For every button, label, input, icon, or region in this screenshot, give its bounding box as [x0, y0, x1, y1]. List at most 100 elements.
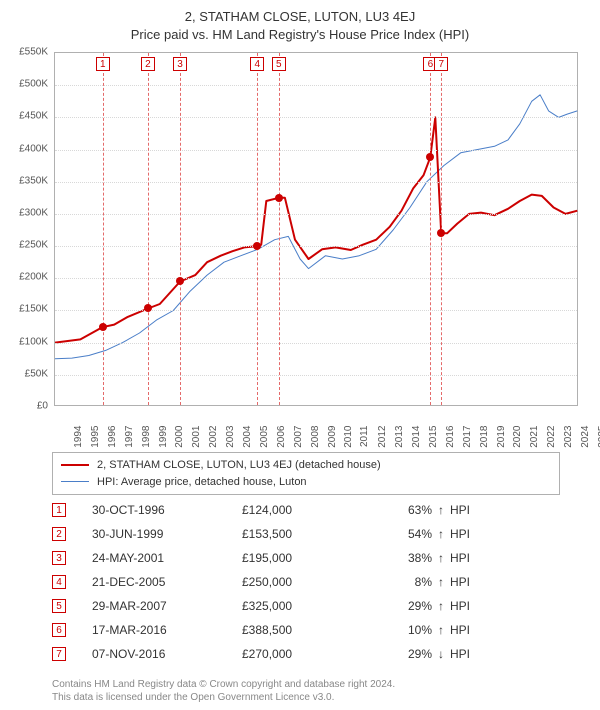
row-price: £195,000: [242, 551, 352, 565]
chart-title-block: 2, STATHAM CLOSE, LUTON, LU3 4EJ Price p…: [0, 0, 600, 44]
row-hpi-label: HPI: [450, 575, 470, 589]
chart-title-line2: Price paid vs. HM Land Registry's House …: [0, 26, 600, 44]
x-tick-label: 1998: [140, 426, 151, 448]
gridline: [55, 85, 577, 86]
row-hpi-label: HPI: [450, 503, 470, 517]
x-tick-label: 2021: [529, 426, 540, 448]
x-axis-labels: 1994199519961997199819992000200120022003…: [54, 408, 578, 444]
y-tick-label: £200K: [19, 272, 48, 283]
y-tick-label: £50K: [25, 368, 48, 379]
y-tick-label: £250K: [19, 240, 48, 251]
table-row: 529-MAR-2007£325,00029%↑HPI: [52, 594, 560, 618]
row-date: 17-MAR-2016: [92, 623, 242, 637]
row-date: 21-DEC-2005: [92, 575, 242, 589]
legend-item: HPI: Average price, detached house, Luto…: [61, 474, 551, 491]
legend-label: HPI: Average price, detached house, Luto…: [97, 474, 307, 491]
row-hpi-label: HPI: [450, 647, 470, 661]
y-tick-label: £400K: [19, 143, 48, 154]
sale-dot: [426, 153, 434, 161]
y-tick-label: £500K: [19, 79, 48, 90]
y-tick-label: £300K: [19, 207, 48, 218]
x-tick-label: 2020: [512, 426, 523, 448]
row-number-badge: 5: [52, 599, 66, 613]
gridline: [55, 182, 577, 183]
chart: £0£50K£100K£150K£200K£250K£300K£350K£400…: [12, 46, 588, 446]
sale-dot: [253, 242, 261, 250]
x-tick-label: 1994: [73, 426, 84, 448]
y-tick-label: £100K: [19, 336, 48, 347]
legend-item: 2, STATHAM CLOSE, LUTON, LU3 4EJ (detach…: [61, 457, 551, 474]
x-tick-label: 1997: [123, 426, 134, 448]
sale-dot: [437, 229, 445, 237]
x-tick-label: 2000: [174, 426, 185, 448]
row-percent: 10%: [352, 623, 432, 637]
row-number-badge: 1: [52, 503, 66, 517]
sale-marker-line: [180, 53, 181, 405]
row-date: 30-OCT-1996: [92, 503, 242, 517]
gridline: [55, 343, 577, 344]
y-tick-label: £350K: [19, 175, 48, 186]
hpi-line: [55, 95, 577, 359]
y-tick-label: £0: [37, 401, 48, 412]
x-tick-label: 2024: [580, 426, 591, 448]
footnote-line2: This data is licensed under the Open Gov…: [52, 691, 395, 704]
sale-dot: [176, 277, 184, 285]
x-tick-label: 1996: [107, 426, 118, 448]
chart-title-line1: 2, STATHAM CLOSE, LUTON, LU3 4EJ: [0, 8, 600, 26]
price-paid-line: [55, 117, 577, 342]
footnote-line1: Contains HM Land Registry data © Crown c…: [52, 678, 395, 691]
row-percent: 8%: [352, 575, 432, 589]
sale-marker-number: 1: [96, 57, 110, 71]
sale-marker-line: [103, 53, 104, 405]
x-tick-label: 2016: [445, 426, 456, 448]
arrow-up-icon: ↑: [432, 503, 450, 517]
x-tick-label: 2008: [309, 426, 320, 448]
x-tick-label: 2017: [462, 426, 473, 448]
x-tick-label: 2003: [225, 426, 236, 448]
x-tick-label: 2005: [259, 426, 270, 448]
x-tick-label: 2001: [191, 426, 202, 448]
gridline: [55, 117, 577, 118]
x-tick-label: 1995: [90, 426, 101, 448]
y-tick-label: £450K: [19, 111, 48, 122]
y-axis-labels: £0£50K£100K£150K£200K£250K£300K£350K£400…: [12, 52, 52, 406]
gridline: [55, 214, 577, 215]
x-tick-label: 2023: [563, 426, 574, 448]
x-tick-label: 2015: [428, 426, 439, 448]
x-tick-label: 2007: [292, 426, 303, 448]
sale-marker-number: 2: [141, 57, 155, 71]
arrow-up-icon: ↑: [432, 623, 450, 637]
table-row: 6 17-MAR-2016£388,50010%↑HPI: [52, 618, 560, 642]
gridline: [55, 150, 577, 151]
arrow-down-icon: ↓: [432, 647, 450, 661]
x-tick-label: 2009: [326, 426, 337, 448]
row-price: £388,500: [242, 623, 352, 637]
x-tick-label: 2022: [546, 426, 557, 448]
table-row: 707-NOV-2016£270,00029%↓HPI: [52, 642, 560, 666]
x-tick-label: 2011: [359, 426, 370, 448]
sale-marker-line: [430, 53, 431, 405]
row-date: 07-NOV-2016: [92, 647, 242, 661]
row-hpi-label: HPI: [450, 623, 470, 637]
row-date: 30-JUN-1999: [92, 527, 242, 541]
x-tick-label: 2004: [242, 426, 253, 448]
row-date: 29-MAR-2007: [92, 599, 242, 613]
x-tick-label: 2019: [495, 426, 506, 448]
arrow-up-icon: ↑: [432, 551, 450, 565]
sale-marker-number: 7: [434, 57, 448, 71]
row-percent: 29%: [352, 647, 432, 661]
legend-swatch: [61, 464, 89, 466]
row-percent: 29%: [352, 599, 432, 613]
row-percent: 54%: [352, 527, 432, 541]
row-number-badge: 2: [52, 527, 66, 541]
sale-dot: [275, 194, 283, 202]
gridline: [55, 246, 577, 247]
gridline: [55, 278, 577, 279]
x-tick-label: 2010: [343, 426, 354, 448]
legend-swatch: [61, 481, 89, 482]
row-number-badge: 3: [52, 551, 66, 565]
sale-marker-line: [257, 53, 258, 405]
x-tick-label: 2006: [276, 426, 287, 448]
row-number-badge: 6: [52, 623, 66, 637]
x-tick-label: 2018: [478, 426, 489, 448]
